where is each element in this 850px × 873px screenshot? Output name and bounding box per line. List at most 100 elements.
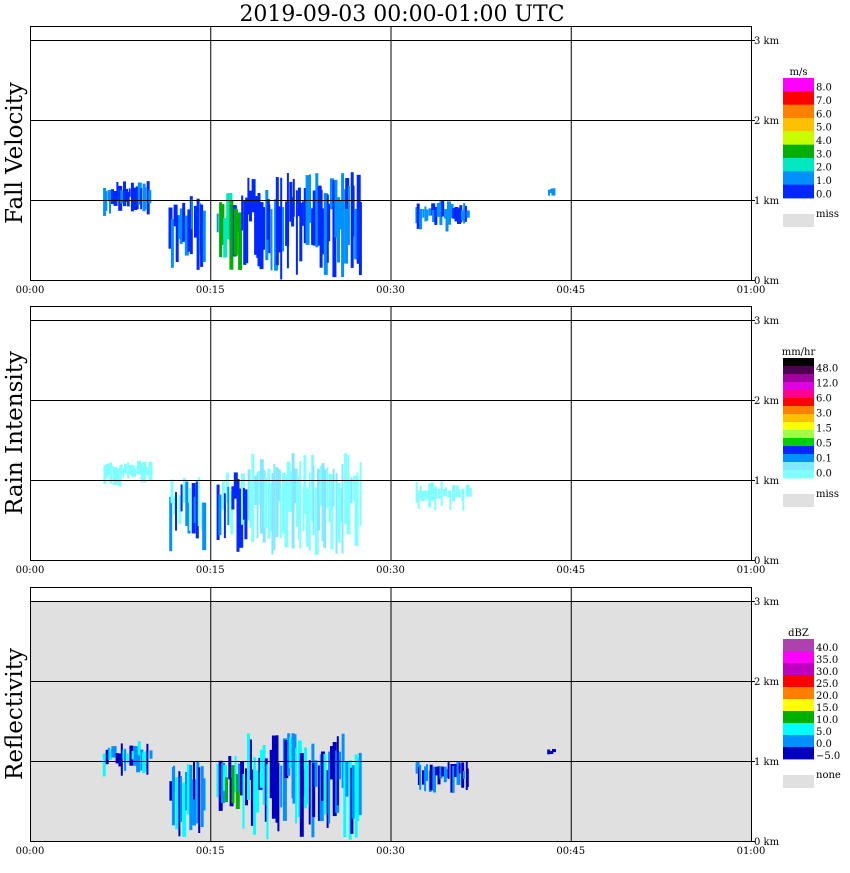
echo-column <box>415 761 420 774</box>
echo-column <box>271 473 274 555</box>
echo-column <box>179 208 183 244</box>
echo-column <box>116 468 121 485</box>
echo-column <box>293 468 298 504</box>
echo-column <box>291 197 295 227</box>
echo-column <box>428 208 433 216</box>
echo-column <box>275 177 279 266</box>
echo-column <box>434 486 437 511</box>
echo-column <box>170 479 174 504</box>
x-tick-label: 00:15 <box>196 846 225 857</box>
echo-column <box>269 749 273 799</box>
echo-column <box>171 767 175 826</box>
legend-unit: dBZ <box>788 628 809 639</box>
echo-column <box>344 453 348 525</box>
echo-column <box>175 492 177 531</box>
echo-column <box>133 187 138 210</box>
echo-column <box>447 762 450 779</box>
echo-column <box>292 734 297 804</box>
echo-column <box>314 487 319 555</box>
echo-column <box>347 455 350 496</box>
echo-column <box>253 757 257 835</box>
x-tick-label: 01:00 <box>737 565 766 576</box>
echo-column <box>233 472 238 499</box>
y-tick-label: 1 km <box>754 476 780 487</box>
echo-column <box>354 754 358 838</box>
echo-column <box>308 760 311 825</box>
echo-column <box>249 739 252 781</box>
legend-label: 0.0 <box>816 189 832 200</box>
echo-column <box>447 490 450 498</box>
echo-column <box>124 463 128 474</box>
echo-column <box>140 749 144 771</box>
legend-label: 0.0 <box>816 739 832 750</box>
legend-label: 8.0 <box>816 83 832 94</box>
echo-column <box>336 736 339 806</box>
echo-column <box>254 196 258 255</box>
echo-column <box>123 181 126 207</box>
panel-reflectivity: 0 km 1 km 2 km 3 km 00:00 00:15 00:30 00:45 01:0… <box>2 587 841 857</box>
echo-column <box>183 478 187 503</box>
legend-label: 3.0 <box>816 149 832 160</box>
echo-column <box>168 207 173 249</box>
echo-column <box>254 475 259 505</box>
echo-column <box>173 765 176 792</box>
echo-column <box>312 762 316 818</box>
echo-column <box>148 190 152 204</box>
echo-column <box>309 174 311 223</box>
grid <box>30 26 751 280</box>
echo-layer <box>103 172 556 280</box>
y-tick-label: 2 km <box>754 116 780 127</box>
echo-column <box>268 204 271 254</box>
echo-column <box>341 464 344 554</box>
echo-column <box>359 462 362 526</box>
x-tick-label: 00:00 <box>16 565 45 576</box>
x-tick-label: 00:00 <box>16 846 45 857</box>
y-tick-label: 1 km <box>754 196 780 207</box>
echo-column <box>195 481 199 539</box>
echo-column <box>456 761 461 785</box>
x-tick-label: 00:30 <box>376 846 405 857</box>
echo-column <box>259 202 264 270</box>
echo-column <box>280 177 283 280</box>
echo-column <box>169 496 173 552</box>
plot-frame <box>30 26 752 281</box>
legend-swatch <box>783 687 814 700</box>
y-tick-label: 2 km <box>754 677 780 688</box>
echo-column <box>428 483 432 508</box>
echo-column <box>295 747 298 824</box>
echo-column <box>234 755 237 793</box>
echo-column <box>126 191 130 207</box>
echo-column <box>321 463 325 542</box>
echo-column <box>312 465 315 535</box>
echo-column <box>445 769 450 778</box>
echo-column <box>202 502 207 551</box>
legend-swatch <box>783 406 814 415</box>
echo-column <box>332 468 335 507</box>
legend-swatch <box>783 398 814 407</box>
echo-column <box>135 186 139 209</box>
x-tick-label: 00:45 <box>556 846 585 857</box>
legend-label: 25.0 <box>816 679 838 690</box>
echo-column <box>424 206 427 222</box>
echo-column <box>435 766 440 776</box>
echo-column <box>437 766 441 785</box>
echo-column <box>431 203 436 216</box>
echo-column <box>464 205 467 222</box>
echo-column <box>314 760 318 787</box>
echo-column <box>419 209 423 230</box>
colorbar-legend: m/s 8.0 7.0 6.0 5.0 4.0 3.0 2.0 1.0 0.0 miss <box>783 67 839 227</box>
echo-column <box>299 203 303 262</box>
echo-column <box>466 210 470 218</box>
y-tick-label: 0 km <box>754 837 780 848</box>
echo-column <box>264 758 268 822</box>
echo-column <box>216 763 220 798</box>
echo-column <box>452 208 456 219</box>
echo-column <box>149 750 153 759</box>
echo-column <box>221 480 225 511</box>
echo-column <box>262 207 265 250</box>
echo-column <box>175 777 179 830</box>
legend-swatch <box>783 639 814 652</box>
echo-column <box>433 766 436 793</box>
